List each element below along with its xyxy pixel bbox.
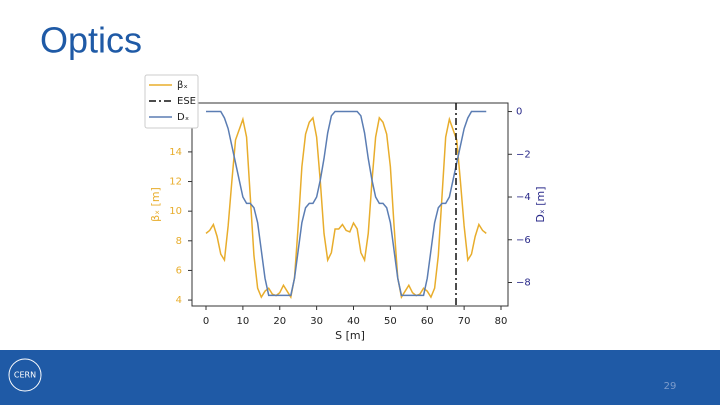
y-tick-label: 4 [176,295,182,306]
x-tick-label: 70 [458,316,471,327]
y2-tick-label: −2 [516,149,531,160]
x-tick-label: 30 [310,316,323,327]
logo-text: CERN [14,371,36,380]
x-tick-label: 80 [495,316,508,327]
plot-frame [191,102,509,307]
x-tick-label: 50 [384,316,397,327]
legend-label: Dₓ [177,112,189,123]
y2-tick-label: −6 [516,235,531,246]
page-number: 29 [664,381,677,392]
y-tick-label: 12 [169,177,182,188]
x-tick-label: 0 [203,316,209,327]
y-axis-label: βₓ [m] [149,187,162,222]
x-tick-label: 20 [273,316,286,327]
footer-band [0,350,720,405]
series-line [206,110,487,297]
x-tick-label: 60 [421,316,434,327]
x-tick-label: 40 [347,316,360,327]
y-tick-label: 8 [176,236,182,247]
legend-label: βₓ [177,80,188,91]
y-tick-label: 6 [176,265,182,276]
y-tick-label: 14 [169,147,182,158]
y2-tick-label: −4 [516,192,531,203]
legend-box [144,74,199,129]
logo-ring [8,358,42,392]
y2-tick-label: 0 [516,107,522,118]
series-line [205,116,487,300]
y2-axis-label: Dₓ [m] [534,186,547,222]
y-tick-label: 10 [169,206,182,217]
legend-label: ESE [177,96,196,107]
x-axis-label: S [m] [335,329,365,342]
x-tick-label: 10 [237,316,250,327]
y2-tick-label: −8 [516,277,531,288]
slide-title: Optics [40,20,142,61]
